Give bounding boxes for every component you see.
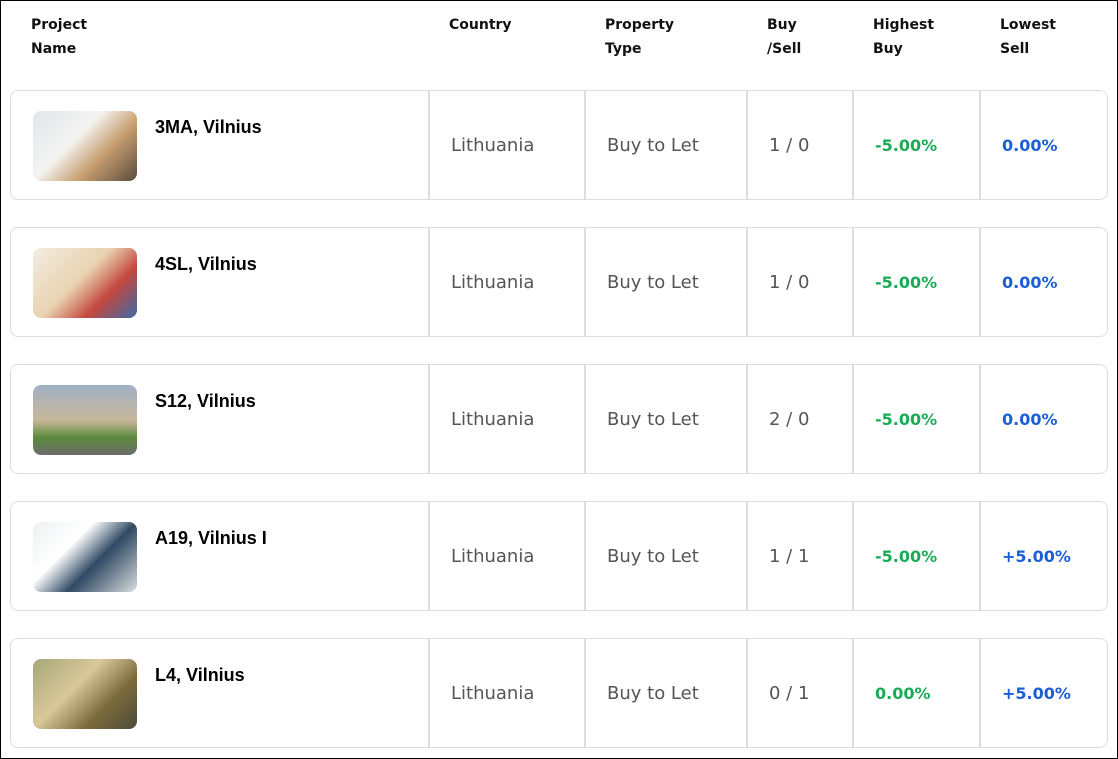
project-thumbnail (33, 659, 137, 729)
table-row[interactable]: A19, Vilnius I Lithuania Buy to Let 1 / 1 -5… (10, 501, 1108, 611)
buy-sell: 1 / 1 (769, 546, 810, 567)
table-row[interactable]: 3MA, Vilnius Lithuania Buy to Let 1 / 0 -5.0… (10, 90, 1108, 200)
table-row[interactable]: L4, Vilnius Lithuania Buy to Let 0 / 1 0.00%… (10, 638, 1108, 748)
cell-divider (584, 365, 586, 473)
highest-buy: -5.00% (875, 547, 938, 566)
property-type: Buy to Let (607, 135, 699, 156)
cell-divider (979, 91, 981, 199)
country: Lithuania (451, 272, 535, 293)
highest-buy: 0.00% (875, 684, 931, 703)
country: Lithuania (451, 683, 535, 704)
property-type: Buy to Let (607, 272, 699, 293)
lowest-sell: 0.00% (1002, 136, 1058, 155)
project-name[interactable]: A19, Vilnius I (155, 528, 267, 548)
project-name[interactable]: L4, Vilnius (155, 665, 245, 685)
property-type: Buy to Let (607, 409, 699, 430)
cell-divider (584, 639, 586, 747)
cell-divider (746, 502, 748, 610)
cell-divider (979, 228, 981, 336)
buy-sell: 0 / 1 (769, 683, 810, 704)
table-row[interactable]: S12, Vilnius Lithuania Buy to Let 2 / 0 -5.0… (10, 364, 1108, 474)
cell-divider (428, 365, 430, 473)
column-header[interactable]: Buy /Sell (767, 17, 802, 57)
cell-divider (746, 91, 748, 199)
column-header[interactable]: Property Type (605, 17, 675, 57)
cell-divider (852, 502, 854, 610)
column-header[interactable]: Project Name (31, 17, 88, 57)
country: Lithuania (451, 546, 535, 567)
cell-divider (746, 365, 748, 473)
column-header[interactable]: Country (449, 17, 512, 33)
buy-sell: 2 / 0 (769, 409, 810, 430)
property-type: Buy to Let (607, 546, 699, 567)
cell-divider (584, 91, 586, 199)
project-thumbnail (33, 111, 137, 181)
buy-sell: 1 / 0 (769, 272, 810, 293)
cell-divider (852, 639, 854, 747)
project-thumbnail (33, 522, 137, 592)
cell-divider (852, 228, 854, 336)
cell-divider (852, 91, 854, 199)
cell-divider (979, 502, 981, 610)
highest-buy: -5.00% (875, 410, 938, 429)
property-type: Buy to Let (607, 683, 699, 704)
project-name[interactable]: 4SL, Vilnius (155, 254, 257, 274)
cell-divider (428, 639, 430, 747)
cell-divider (979, 365, 981, 473)
country: Lithuania (451, 409, 535, 430)
buy-sell: 1 / 0 (769, 135, 810, 156)
cell-divider (428, 228, 430, 336)
cell-divider (746, 228, 748, 336)
highest-buy: -5.00% (875, 273, 938, 292)
cell-divider (428, 502, 430, 610)
lowest-sell: +5.00% (1002, 547, 1071, 566)
project-thumbnail (33, 248, 137, 318)
project-name[interactable]: 3MA, Vilnius (155, 117, 262, 137)
country: Lithuania (451, 135, 535, 156)
column-header[interactable]: Highest Buy (873, 17, 935, 57)
project-name[interactable]: S12, Vilnius (155, 391, 256, 411)
cell-divider (584, 228, 586, 336)
cell-divider (746, 639, 748, 747)
table-row[interactable]: 4SL, Vilnius Lithuania Buy to Let 1 / 0 -5.0… (10, 227, 1108, 337)
cell-divider (428, 91, 430, 199)
lowest-sell: +5.00% (1002, 684, 1071, 703)
cell-divider (852, 365, 854, 473)
cell-divider (979, 639, 981, 747)
cell-divider (584, 502, 586, 610)
project-thumbnail (33, 385, 137, 455)
lowest-sell: 0.00% (1002, 410, 1058, 429)
lowest-sell: 0.00% (1002, 273, 1058, 292)
highest-buy: -5.00% (875, 136, 938, 155)
column-header[interactable]: Lowest Sell (1000, 17, 1056, 57)
